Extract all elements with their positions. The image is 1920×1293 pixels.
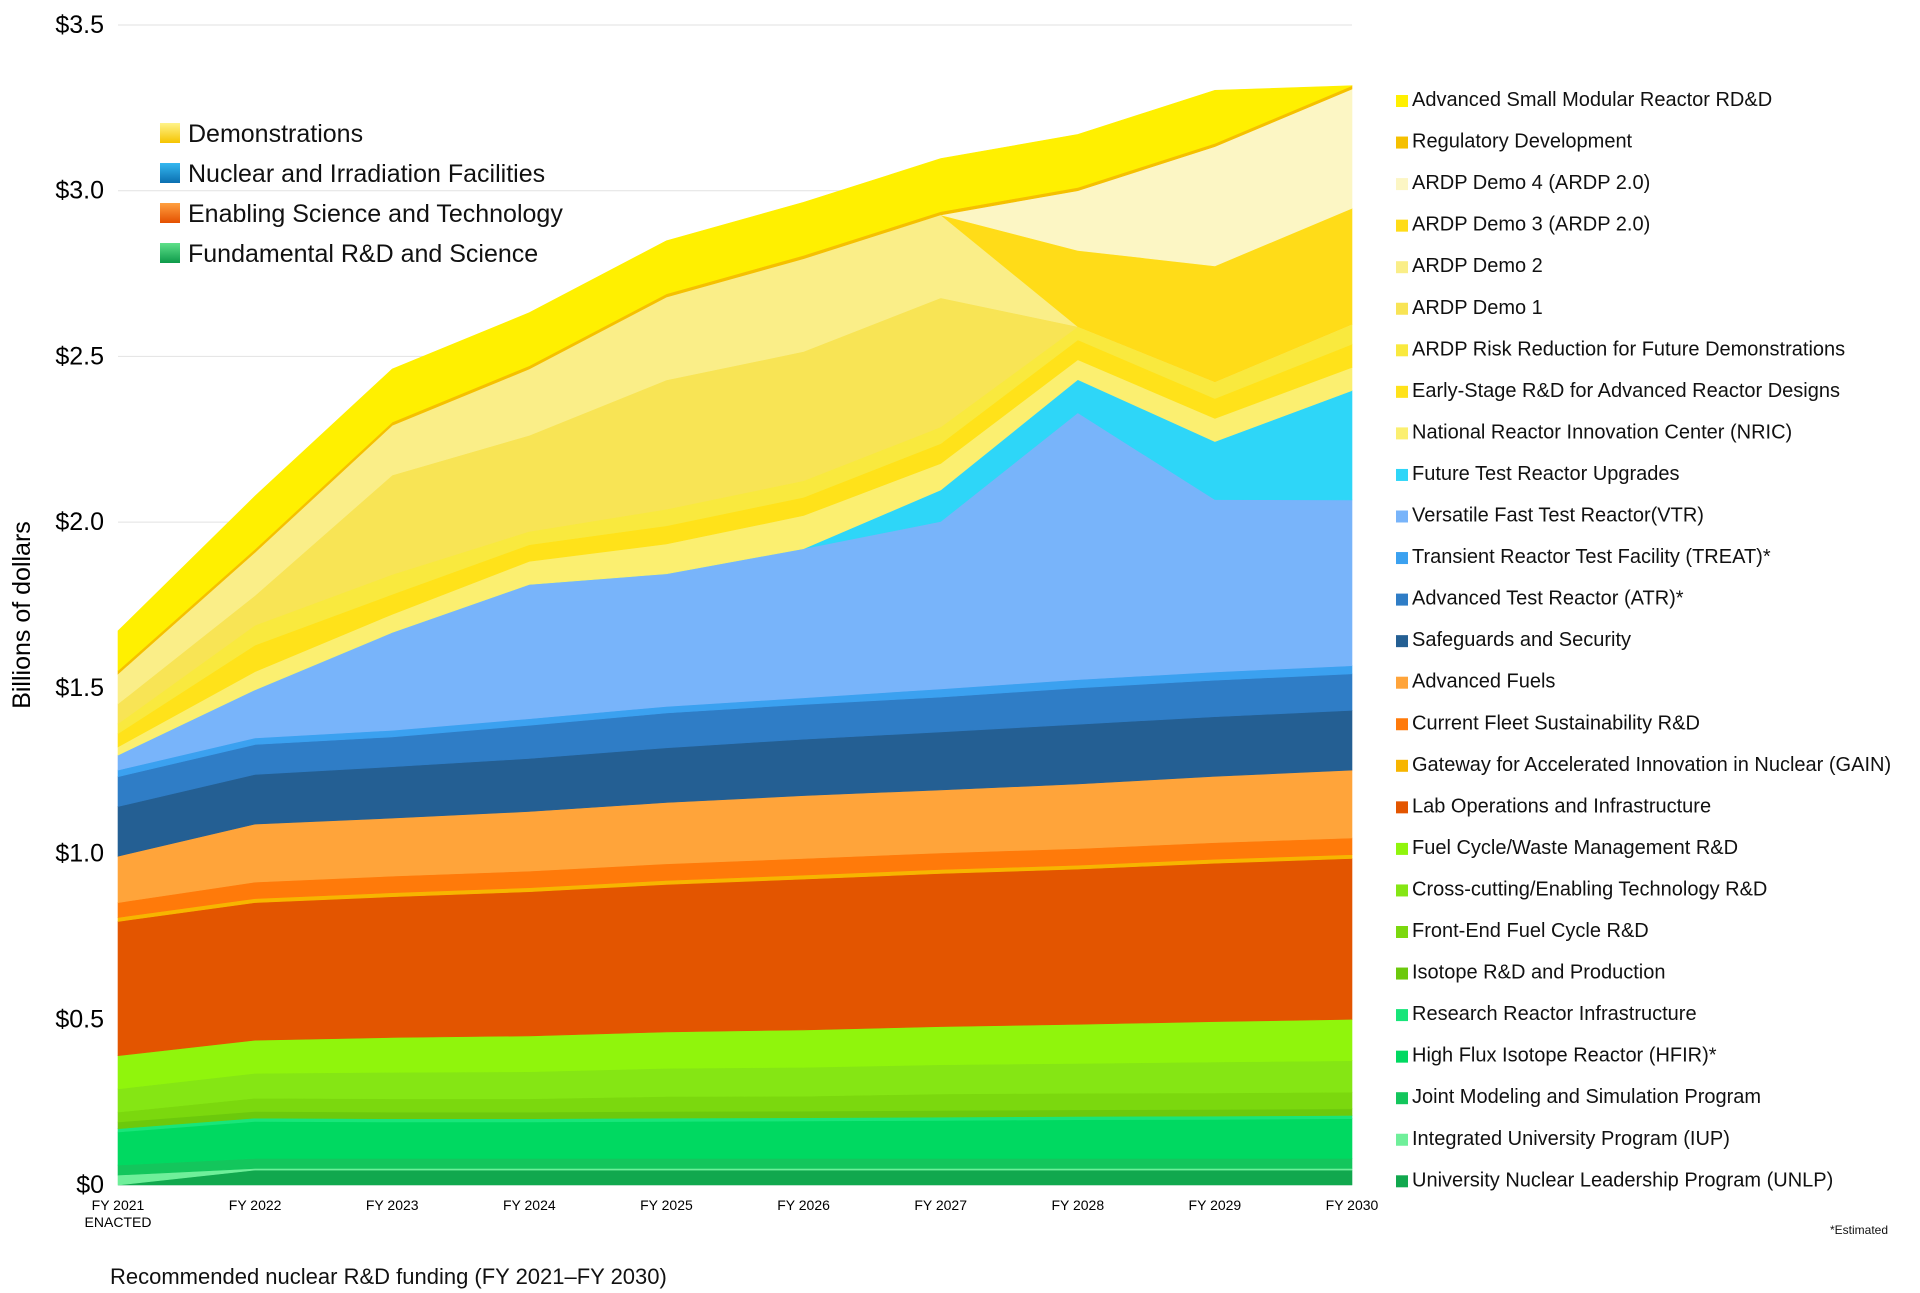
series-legend-label: Transient Reactor Test Facility (TREAT)* (1412, 546, 1771, 568)
series-legend-swatch (1396, 1092, 1408, 1105)
series-legend-label: Early-Stage R&D for Advanced Reactor Des… (1412, 380, 1840, 402)
series-legend-swatch (1396, 718, 1408, 731)
series-legend-swatch (1396, 261, 1408, 274)
y-tick-label: $2.5 (55, 342, 104, 370)
area-series (117, 85, 1353, 672)
series-legend-swatch (1396, 95, 1408, 107)
x-tick-label: ENACTED (85, 1214, 152, 1230)
series-legend-swatch (1396, 178, 1408, 191)
series-legend-label: Advanced Test Reactor (ATR)* (1412, 588, 1684, 610)
series-legend-swatch (1396, 884, 1408, 897)
series-legend-swatch (1396, 302, 1408, 315)
series-legend-swatch (1396, 552, 1408, 565)
series-legend-label: Joint Modeling and Simulation Program (1412, 1086, 1761, 1108)
series-legend-label: Front-End Fuel Cycle R&D (1412, 920, 1649, 942)
group-legend-swatch (160, 123, 180, 143)
series-legend-swatch (1396, 593, 1408, 606)
group-legend-label: Enabling Science and Technology (188, 200, 563, 228)
series-legend-swatch (1396, 1175, 1408, 1188)
series-legend-swatch (1396, 385, 1408, 398)
group-legend-label: Fundamental R&D and Science (188, 240, 538, 268)
series-legend-label: ARDP Demo 1 (1412, 297, 1543, 319)
series-legend-label: Research Reactor Infrastructure (1412, 1003, 1697, 1025)
x-tick-label: FY 2026 (777, 1197, 830, 1213)
series-legend-label: Regulatory Development (1412, 131, 1633, 153)
series-legend-swatch (1396, 219, 1408, 232)
series-legend-label: Current Fleet Sustainability R&D (1412, 712, 1700, 734)
group-legend: Demonstrations Nuclear and Irradiation Fa… (160, 120, 563, 268)
area-series (117, 85, 1353, 1186)
x-tick-label: FY 2029 (1189, 1197, 1242, 1213)
series-legend-label: ARDP Demo 4 (ARDP 2.0) (1412, 172, 1650, 194)
series-legend-label: Gateway for Accelerated Innovation in Nu… (1412, 754, 1891, 776)
y-tick-label: $0 (76, 1171, 104, 1199)
series-legend-swatch (1396, 759, 1408, 772)
group-legend-swatch (160, 243, 180, 263)
series-legend-label: High Flux Isotope Reactor (HFIR)* (1412, 1045, 1717, 1067)
series-legend-swatch (1396, 1050, 1408, 1063)
chart-caption: Recommended nuclear R&D funding (FY 2021… (110, 1264, 667, 1289)
series-legend-swatch (1396, 635, 1408, 648)
series-legend-label: Isotope R&D and Production (1412, 962, 1666, 984)
series-legend-label: University Nuclear Leadership Program (U… (1412, 1169, 1833, 1191)
series-legend-swatch (1396, 468, 1408, 481)
series-legend-swatch (1396, 510, 1408, 523)
series-legend-swatch (1396, 1133, 1408, 1146)
x-tick-label: FY 2025 (640, 1197, 693, 1213)
series-legend-swatch (1396, 136, 1408, 149)
area-series (117, 1169, 1353, 1186)
series-legend-swatch (1396, 801, 1408, 814)
series-legend-label: Versatile Fast Test Reactor(VTR) (1412, 505, 1704, 527)
series-legend-label: ARDP Demo 3 (ARDP 2.0) (1412, 214, 1650, 236)
x-tick-label: FY 2028 (1051, 1197, 1104, 1213)
series-legend-label: Future Test Reactor Upgrades (1412, 463, 1680, 485)
y-tick-label: $2.0 (55, 508, 104, 536)
series-legend: Advanced Small Modular Reactor RD&D Regul… (1396, 89, 1891, 1191)
series-legend-label: Safeguards and Security (1412, 629, 1631, 651)
x-tick-label: FY 2022 (229, 1197, 282, 1213)
series-legend-swatch (1396, 926, 1408, 938)
y-tick-label: $3.0 (55, 177, 104, 205)
series-legend-label: National Reactor Innovation Center (NRIC… (1412, 421, 1792, 443)
group-legend-label: Nuclear and Irradiation Facilities (188, 160, 545, 188)
footnote: *Estimated (1830, 1223, 1889, 1237)
series-legend-swatch (1396, 344, 1408, 357)
series-legend-label: Advanced Fuels (1412, 671, 1555, 693)
series-legend-label: Fuel Cycle/Waste Management R&D (1412, 837, 1738, 859)
series-legend-label: ARDP Demo 2 (1412, 255, 1543, 277)
group-legend-label: Demonstrations (188, 120, 363, 148)
x-tick-label: FY 2023 (366, 1197, 419, 1213)
y-axis-ticks: $0 $0.5 $1.0 $1.5 $2.0 $2.5 $3.0 $3.5 (55, 11, 104, 1199)
series-legend-label: Lab Operations and Infrastructure (1412, 795, 1711, 817)
series-legend-swatch (1396, 967, 1408, 980)
series-legend-swatch (1396, 1009, 1408, 1022)
y-tick-label: $3.5 (55, 11, 104, 39)
series-legend-swatch (1396, 842, 1408, 855)
area-series (117, 1118, 1353, 1166)
x-tick-label: FY 2024 (503, 1197, 556, 1213)
x-tick-label: FY 2030 (1326, 1197, 1379, 1213)
group-legend-swatch (160, 203, 180, 223)
x-tick-label: FY 2021 (92, 1197, 145, 1213)
x-tick-label: FY 2027 (914, 1197, 967, 1213)
series-legend-label: Advanced Small Modular Reactor RD&D (1412, 89, 1772, 111)
y-tick-label: $0.5 (55, 1005, 104, 1033)
group-legend-swatch (160, 163, 180, 183)
series-legend-swatch (1396, 427, 1408, 440)
series-legend-label: Integrated University Program (IUP) (1412, 1128, 1730, 1150)
series-legend-label: ARDP Risk Reduction for Future Demonstra… (1412, 338, 1845, 360)
series-legend-label: Cross-cutting/Enabling Technology R&D (1412, 878, 1767, 900)
series-legend-swatch (1396, 676, 1408, 689)
y-tick-label: $1.0 (55, 840, 104, 868)
y-axis-label: Billions of dollars (8, 521, 36, 709)
y-tick-label: $1.5 (55, 674, 104, 702)
